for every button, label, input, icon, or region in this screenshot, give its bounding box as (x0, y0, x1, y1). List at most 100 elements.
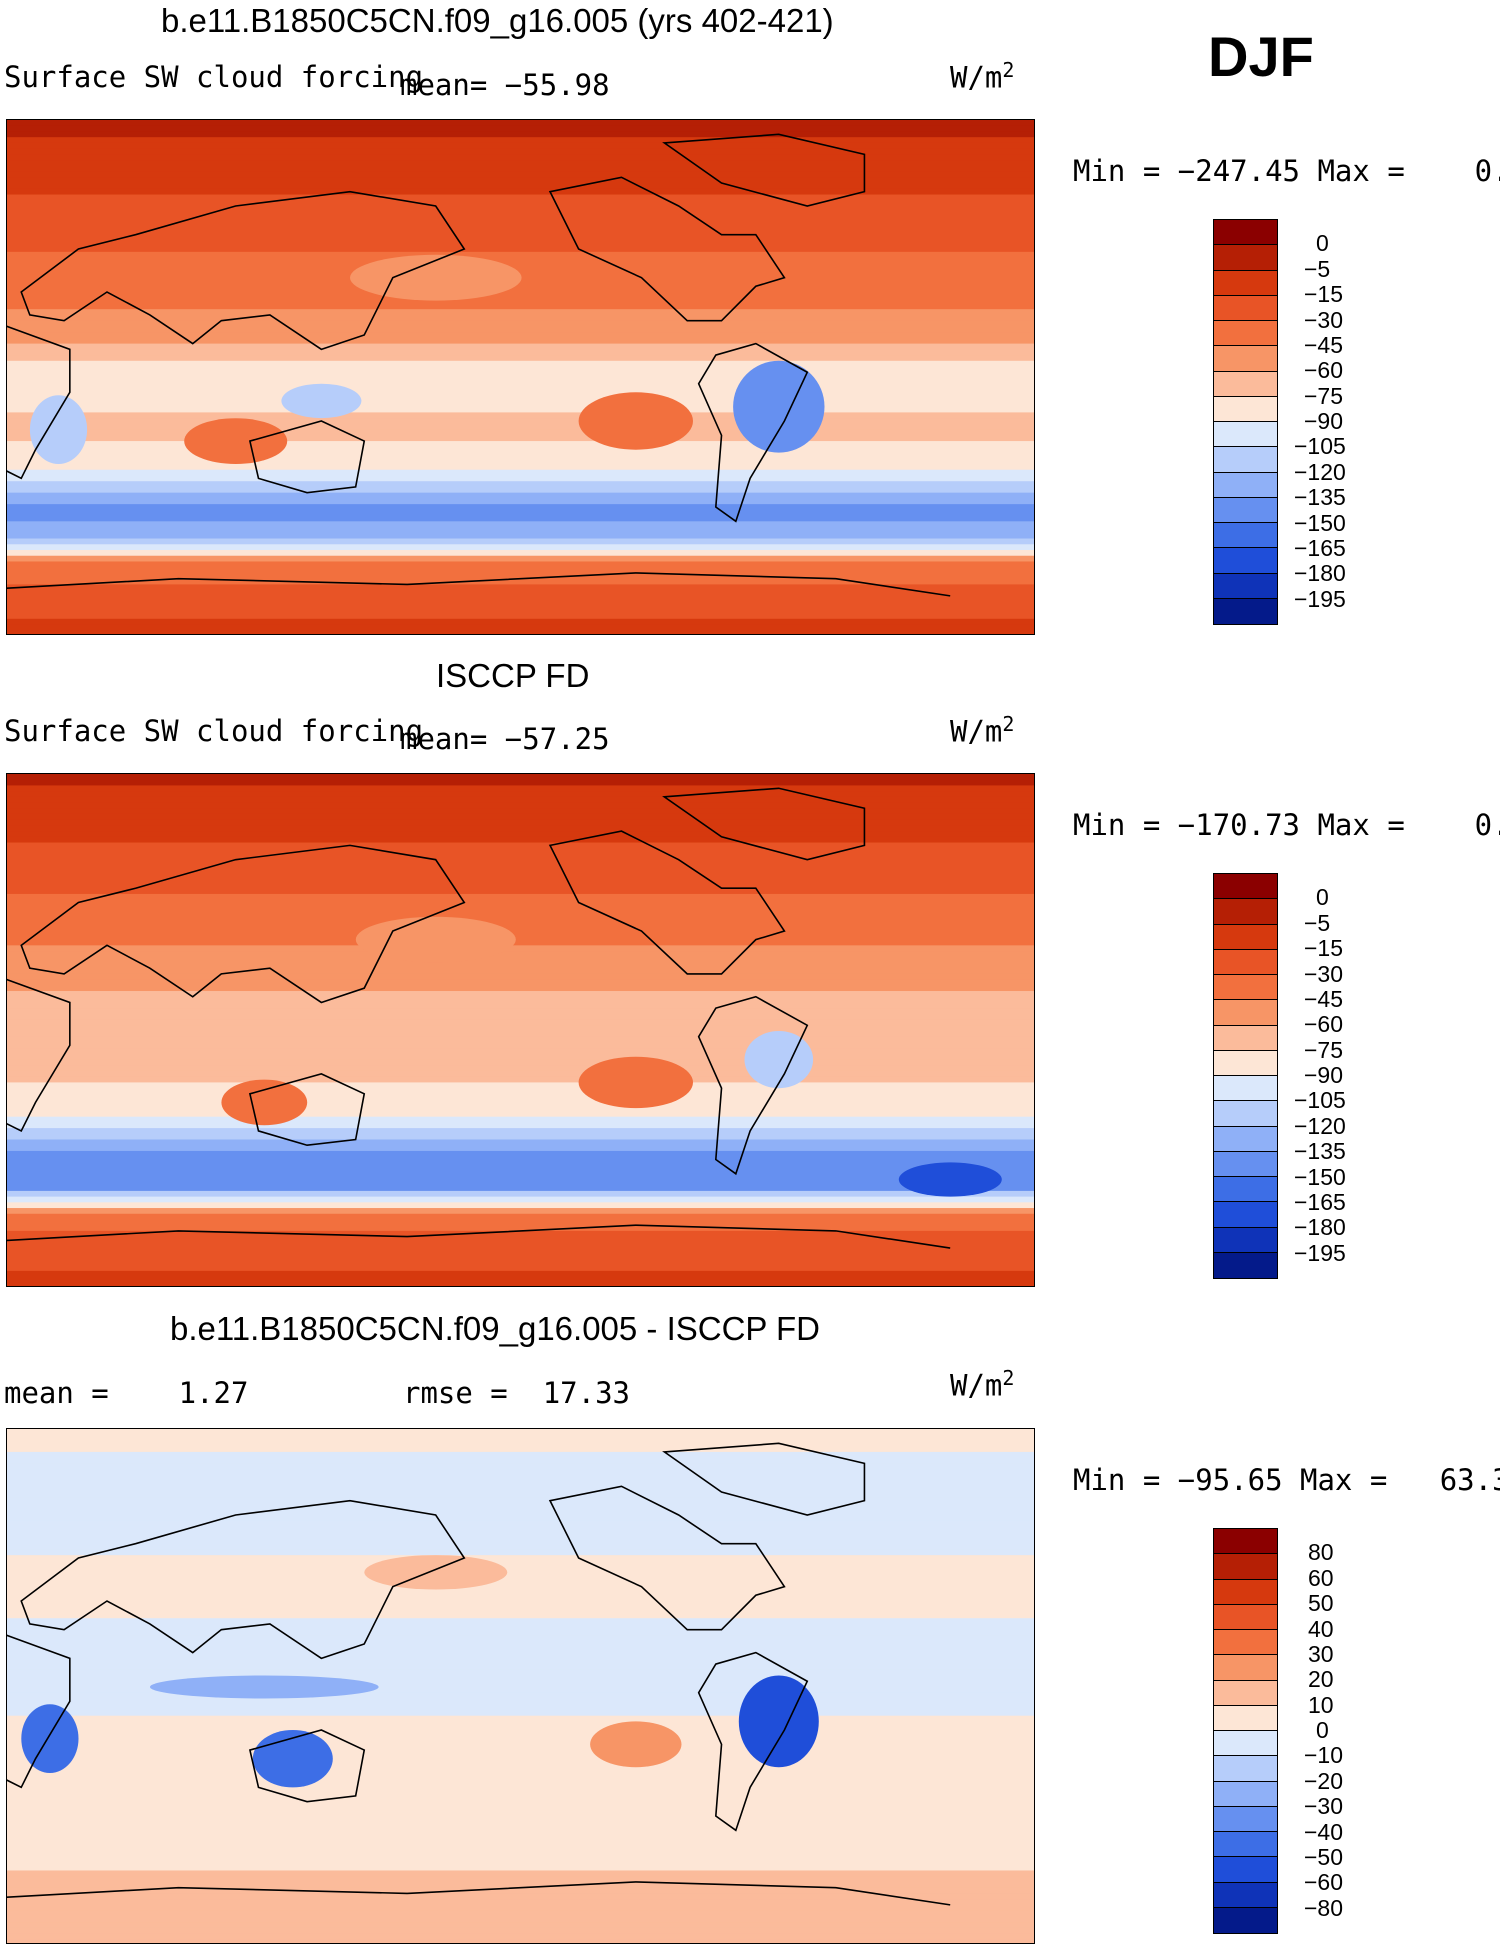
colorbar-tick-label: −105 (1294, 1087, 1346, 1114)
colorbar-swatch (1214, 1806, 1277, 1832)
field-band (7, 1434, 1034, 1442)
field-band (7, 911, 1034, 918)
field-band (7, 1122, 1034, 1129)
field-feature (898, 1162, 1002, 1197)
field-band (7, 446, 1034, 454)
panel1-mean-value: −55.98 (504, 68, 610, 102)
colorbar-tick-label: −40 (1304, 1818, 1344, 1845)
field-band (7, 550, 1034, 557)
panel3-mean-label: mean = (4, 1376, 109, 1410)
field-band (7, 939, 1034, 946)
field-band (7, 120, 1034, 127)
field-band (7, 257, 1034, 264)
panel2-map (6, 773, 1035, 1287)
field-band (7, 1242, 1034, 1249)
field-band (7, 1150, 1034, 1158)
field-band (7, 1110, 1034, 1118)
field-band (7, 1116, 1034, 1123)
field-band (7, 475, 1034, 482)
coastline-group (7, 787, 951, 1249)
coastline (662, 133, 866, 207)
field-band (7, 1265, 1034, 1272)
field-band (7, 819, 1034, 826)
field-band (7, 1881, 1034, 1889)
field-band (7, 211, 1034, 219)
field-band (7, 1236, 1034, 1243)
coastline (7, 572, 951, 597)
field-band (7, 383, 1034, 391)
colorbar-tick-label: 0 (1316, 1717, 1329, 1743)
colorbar-swatch (1214, 899, 1277, 925)
colorbar-tick-label: −20 (1304, 1767, 1344, 1794)
field-band (7, 624, 1034, 631)
field-band (7, 1196, 1034, 1203)
field-band (7, 962, 1034, 969)
field-band (7, 1715, 1034, 1722)
field-band (7, 194, 1034, 201)
colorbar-tick-label: −195 (1294, 585, 1346, 612)
coastline (7, 1634, 71, 1789)
colorbar-swatch (1214, 1000, 1277, 1026)
field-band (7, 922, 1034, 929)
colorbar-swatch (1214, 1680, 1277, 1706)
field-band (7, 532, 1034, 540)
field-band (7, 905, 1034, 912)
field-band (7, 1830, 1034, 1837)
colorbar-tick-label: −5 (1304, 255, 1331, 282)
field-band (7, 933, 1034, 941)
field-band (7, 165, 1034, 173)
colorbar-tick-label: −15 (1304, 281, 1344, 308)
field-band (7, 802, 1034, 809)
field-band (7, 1933, 1034, 1940)
field-band (7, 509, 1034, 517)
field-band (7, 481, 1034, 488)
coastline (662, 787, 866, 861)
field-band (7, 223, 1034, 230)
field-band (7, 326, 1034, 333)
coastline (548, 176, 786, 322)
panel3-mean-value: 1.27 (178, 1376, 249, 1410)
colorbar-swatch (1214, 220, 1277, 246)
colorbar-swatch (1214, 1529, 1277, 1555)
field-band (7, 1446, 1034, 1453)
field-band (7, 1139, 1034, 1146)
field-band (7, 813, 1034, 821)
field-band (7, 303, 1034, 310)
field-feature (29, 395, 88, 464)
field-band (7, 1566, 1034, 1573)
coastline (248, 420, 366, 494)
field-band (7, 1065, 1034, 1072)
panel2-mean-value: −57.25 (504, 722, 610, 756)
field-feature (184, 418, 288, 464)
colorbar-tick-label: −30 (1304, 306, 1344, 333)
field-band (7, 951, 1034, 958)
colorbar-swatch (1214, 1857, 1277, 1883)
field-band (7, 423, 1034, 431)
panel3-minmax: Min = −95.65 Max = 63.30 (1073, 1463, 1500, 1497)
field-band (7, 1185, 1034, 1192)
field-band (7, 400, 1034, 408)
field-band (7, 1440, 1034, 1447)
coastline (248, 1072, 366, 1147)
colorbar-tick-label: −50 (1304, 1843, 1344, 1870)
colorbar-swatch (1214, 422, 1277, 448)
panel1-map (6, 119, 1035, 635)
field-feature (281, 383, 362, 419)
field-band (7, 882, 1034, 889)
field-band (7, 1721, 1034, 1728)
field-band (7, 1088, 1034, 1095)
colorbar-tick-label: −30 (1304, 1793, 1344, 1820)
field-band (7, 154, 1034, 161)
panel1-minmax: Min = −247.45 Max = 0.00 (1073, 154, 1500, 188)
colorbar-tick-label: −165 (1294, 534, 1346, 561)
panel3-mean: mean = 1.27 (4, 1376, 248, 1410)
coastline-group (7, 1442, 951, 1906)
panel2-map-svg (7, 774, 1034, 1286)
field-band (7, 360, 1034, 368)
field-band (7, 142, 1034, 150)
panel3-title: b.e11.B1850C5CN.f09_g16.005 - ISCCP FD (170, 1310, 820, 1347)
field-band (7, 263, 1034, 270)
colorbar-swatch (1214, 975, 1277, 1001)
panel3-rmse-label: rmse = (403, 1376, 508, 1410)
panel1-title: b.e11.B1850C5CN.f09_g16.005 (yrs 402-421… (161, 2, 834, 39)
